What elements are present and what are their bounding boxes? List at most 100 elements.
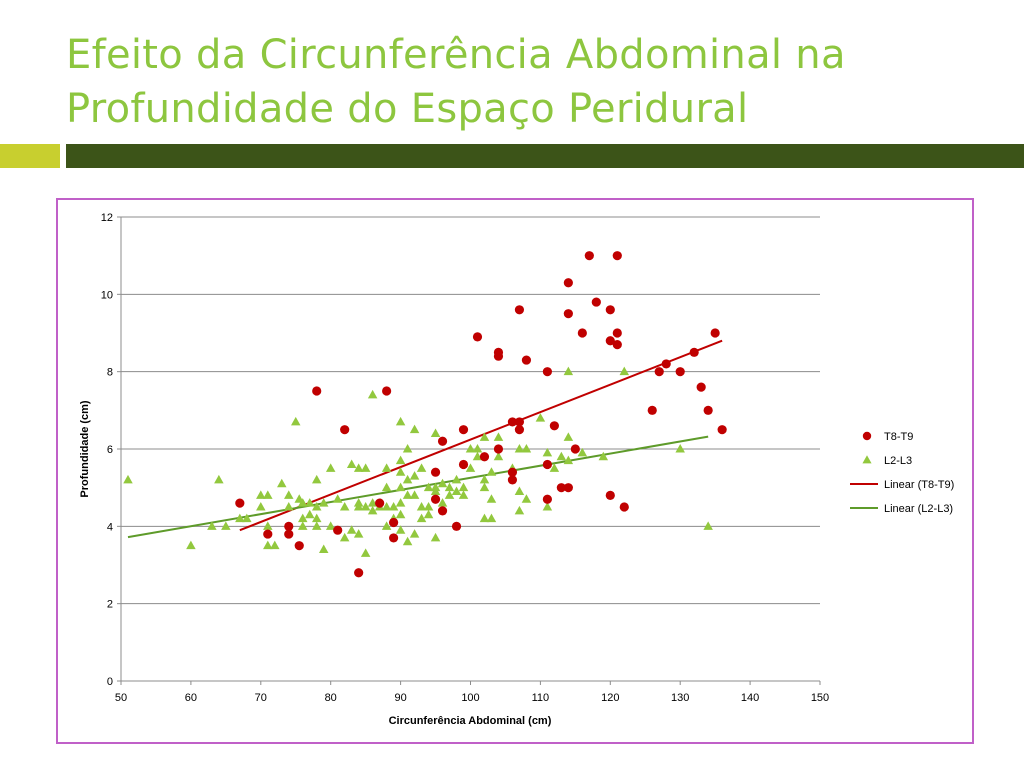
data-point-l2-l3 — [360, 502, 371, 511]
data-point-l2-l3 — [542, 447, 553, 457]
data-point-l2-l3 — [423, 509, 434, 519]
chart-trendlines — [127, 339, 723, 539]
data-point-t8-t9 — [612, 328, 622, 338]
data-point-l2-l3 — [521, 494, 532, 503]
x-tick-label: 120 — [601, 692, 619, 704]
data-point-l2-l3 — [619, 366, 630, 376]
legend-label-trendline: Linear (L2-L3) — [884, 503, 953, 515]
data-point-t8-t9 — [619, 502, 629, 512]
data-point-l2-l3 — [563, 366, 574, 376]
data-point-t8-t9 — [458, 459, 469, 470]
data-point-l2-l3 — [577, 447, 588, 457]
data-point-l2-l3 — [514, 505, 525, 515]
y-tick-label: 0 — [107, 676, 113, 688]
data-point-l2-l3 — [402, 536, 413, 546]
data-point-l2-l3 — [263, 521, 273, 530]
data-point-l2-l3 — [563, 455, 574, 465]
data-point-t8-t9 — [563, 309, 573, 319]
data-point-l2-l3 — [367, 498, 378, 507]
data-point-l2-l3 — [598, 451, 609, 461]
x-tick-label: 90 — [394, 692, 406, 704]
data-point-l2-l3 — [353, 463, 364, 472]
legend-label-series: T8-T9 — [884, 431, 913, 443]
x-tick-label: 140 — [741, 692, 759, 704]
x-tick-label: 130 — [671, 692, 689, 704]
data-point-l2-l3 — [479, 513, 490, 523]
data-point-t8-t9 — [294, 541, 304, 551]
data-point-t8-t9 — [584, 251, 594, 261]
data-point-l2-l3 — [388, 502, 399, 511]
data-point-l2-l3 — [277, 478, 287, 488]
title-accent-bar-left — [0, 144, 60, 168]
trendline-t8-t9 — [239, 339, 723, 532]
data-point-l2-l3 — [256, 502, 266, 511]
data-point-t8-t9 — [661, 359, 671, 369]
legend-label-trendline: Linear (T8-T9) — [884, 479, 954, 491]
data-point-l2-l3 — [395, 467, 406, 476]
data-point-l2-l3 — [123, 474, 133, 484]
data-point-l2-l3 — [409, 529, 420, 538]
data-point-l2-l3 — [367, 505, 378, 515]
data-point-l2-l3 — [675, 444, 685, 453]
data-point-l2-l3 — [416, 463, 427, 472]
data-point-l2-l3 — [444, 490, 455, 499]
data-point-l2-l3 — [416, 502, 427, 511]
data-point-t8-t9 — [542, 367, 552, 377]
data-point-l2-l3 — [479, 474, 490, 484]
data-point-l2-l3 — [297, 498, 308, 507]
data-point-l2-l3 — [472, 444, 483, 453]
data-point-t8-t9 — [389, 517, 399, 528]
data-point-l2-l3 — [479, 432, 490, 441]
data-point-t8-t9 — [430, 467, 441, 477]
data-point-t8-t9 — [591, 297, 601, 307]
data-point-l2-l3 — [395, 416, 406, 426]
data-point-t8-t9 — [354, 568, 364, 578]
y-axis-title: Profundidade (cm) — [79, 400, 91, 498]
data-point-l2-l3 — [458, 490, 469, 499]
data-point-l2-l3 — [703, 521, 713, 530]
data-point-l2-l3 — [291, 416, 301, 426]
data-point-l2-l3 — [451, 486, 462, 496]
data-point-l2-l3 — [542, 502, 553, 511]
data-point-l2-l3 — [311, 521, 322, 530]
data-point-t8-t9 — [605, 336, 615, 346]
data-point-l2-l3 — [214, 474, 224, 484]
data-point-l2-l3 — [521, 444, 532, 453]
legend-label-series: L2-L3 — [884, 455, 912, 467]
data-point-l2-l3 — [270, 540, 280, 550]
data-point-t8-t9 — [556, 483, 566, 493]
data-point-l2-l3 — [430, 428, 441, 438]
data-point-l2-l3 — [395, 498, 406, 507]
data-point-l2-l3 — [311, 513, 322, 523]
data-point-l2-l3 — [381, 463, 392, 472]
data-point-t8-t9 — [514, 305, 525, 315]
data-point-l2-l3 — [556, 451, 567, 461]
data-point-t8-t9 — [612, 340, 622, 350]
data-point-t8-t9 — [451, 521, 462, 531]
data-point-l2-l3 — [444, 482, 455, 492]
trendline-l2-l3 — [127, 435, 709, 539]
data-point-l2-l3 — [395, 455, 406, 465]
legend-marker-t8-t9 — [862, 431, 872, 441]
data-point-l2-l3 — [465, 444, 476, 453]
data-point-l2-l3 — [221, 521, 231, 530]
data-point-l2-l3 — [514, 444, 525, 453]
scatter-chart: 0 2 4 6 8 10 12 50 60 70 80 90 100 110 120 130 140 150 T8… — [79, 212, 954, 727]
data-point-l2-l3 — [437, 478, 448, 488]
data-point-l2-l3 — [409, 424, 420, 434]
chart-legend: T8-T9 L2-L3 Linear (T8-T9) Linear (L2-L3) — [850, 431, 954, 515]
data-point-l2-l3 — [325, 463, 336, 472]
data-point-t8-t9 — [389, 533, 399, 543]
data-point-l2-l3 — [416, 513, 427, 523]
data-point-l2-l3 — [339, 532, 350, 542]
y-tick-label: 8 — [107, 367, 113, 379]
data-point-t8-t9 — [521, 355, 532, 365]
data-point-l2-l3 — [297, 521, 308, 530]
data-point-t8-t9 — [284, 521, 294, 531]
data-point-l2-l3 — [409, 490, 420, 499]
data-point-l2-l3 — [263, 490, 273, 499]
data-point-t8-t9 — [382, 386, 392, 396]
data-point-l2-l3 — [304, 498, 315, 507]
data-point-l2-l3 — [402, 474, 413, 484]
data-point-t8-t9 — [703, 405, 713, 415]
